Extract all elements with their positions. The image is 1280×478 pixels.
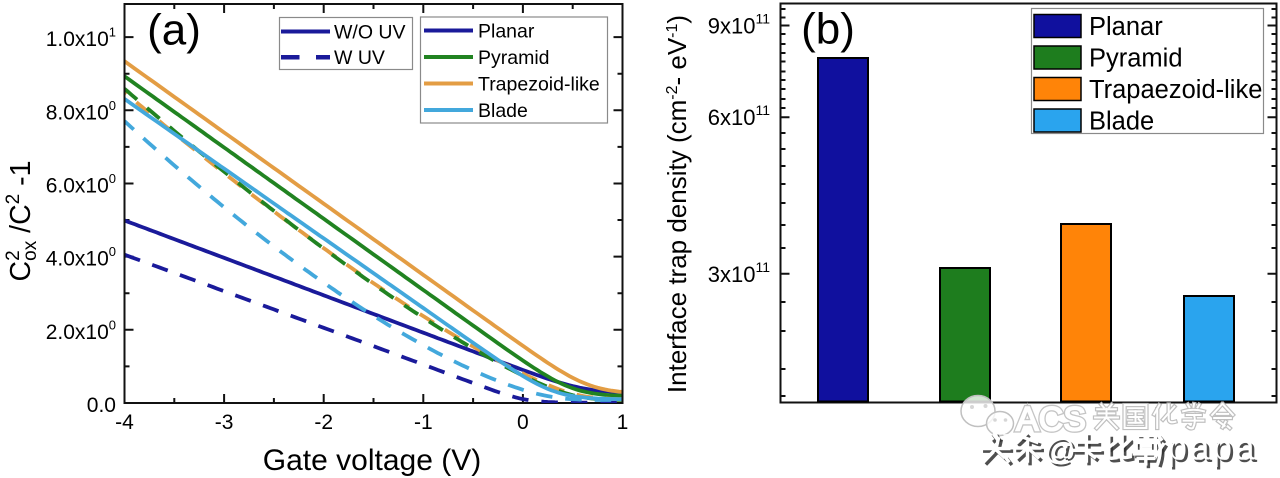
svg-text:Trapaezoid-like: Trapaezoid-like	[1089, 76, 1262, 104]
svg-text:Blade: Blade	[478, 100, 528, 122]
svg-text:C2ox /C2 -1: C2ox /C2 -1	[3, 160, 41, 281]
svg-text:@: @	[1044, 432, 1075, 467]
svg-text:0: 0	[517, 411, 529, 434]
svg-text:Gate voltage (V): Gate voltage (V)	[263, 444, 481, 477]
svg-text:6.0x100: 6.0x100	[46, 171, 116, 198]
svg-text:9x1011: 9x1011	[708, 11, 770, 39]
svg-text:ACS: ACS	[1016, 401, 1086, 439]
svg-text:papa: papa	[1167, 427, 1257, 468]
svg-text:-3: -3	[215, 411, 234, 434]
svg-text:8.0x100: 8.0x100	[46, 98, 116, 125]
svg-text:0.0: 0.0	[87, 394, 116, 417]
svg-text:4.0x100: 4.0x100	[46, 244, 116, 271]
svg-text:Planar: Planar	[478, 21, 535, 43]
svg-text:Pyramid: Pyramid	[1089, 45, 1183, 73]
svg-text:(b): (b)	[801, 5, 855, 54]
svg-text:papa: papa	[1170, 429, 1260, 470]
svg-text:1.0x101: 1.0x101	[46, 25, 116, 52]
svg-text:Planar: Planar	[1089, 13, 1163, 41]
svg-text:(a): (a)	[147, 6, 201, 55]
svg-text:Pyramid: Pyramid	[478, 47, 550, 69]
svg-text:-4: -4	[115, 411, 134, 434]
svg-text:2.0x100: 2.0x100	[46, 317, 116, 344]
svg-text:Interface trap density (cm-2-: Interface trap density (cm-2- eV-1)	[662, 15, 692, 393]
svg-text:Blade: Blade	[1089, 108, 1154, 136]
svg-text:1: 1	[617, 411, 629, 434]
svg-text:-1: -1	[414, 411, 433, 434]
svg-text:W UV: W UV	[334, 47, 385, 69]
svg-text:W/O UV: W/O UV	[334, 22, 406, 44]
svg-text:Trapezoid-like: Trapezoid-like	[478, 74, 600, 96]
svg-text:-2: -2	[314, 411, 333, 434]
